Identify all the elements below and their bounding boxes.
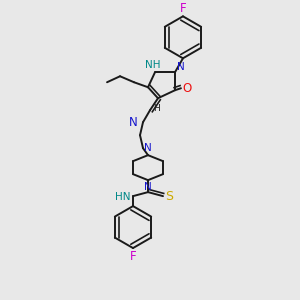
Text: N: N	[129, 116, 138, 129]
Text: NH: NH	[145, 60, 161, 70]
Text: N: N	[144, 182, 152, 192]
Text: N: N	[177, 62, 185, 72]
Text: N: N	[144, 143, 152, 153]
Text: S: S	[165, 190, 173, 202]
Text: H: H	[154, 104, 160, 113]
Text: F: F	[180, 2, 186, 15]
Text: HN: HN	[115, 192, 130, 202]
Text: O: O	[182, 82, 192, 95]
Text: F: F	[130, 250, 136, 262]
